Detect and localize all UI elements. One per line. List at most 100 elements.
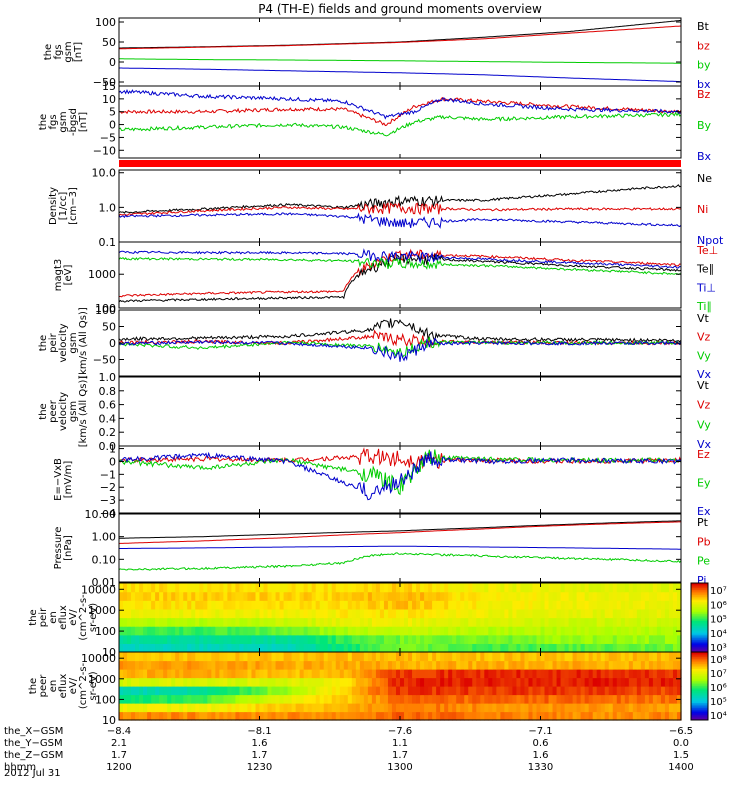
heatmap-cell	[303, 652, 309, 662]
heatmap-cell	[227, 591, 232, 601]
heatmap-cell	[608, 583, 614, 593]
heatmap-cell	[231, 583, 237, 593]
heatmap-cell	[147, 608, 152, 619]
heatmap-cell	[247, 660, 253, 670]
heatmap-cell	[628, 669, 634, 679]
heatmap-cell	[339, 660, 345, 670]
heatmap-cell	[243, 652, 249, 662]
heatmap-cell	[520, 694, 526, 704]
heatmap-cell	[656, 703, 662, 713]
heatmap-cell	[159, 626, 164, 636]
heatmap-cell	[343, 600, 349, 610]
heatmap-cell	[552, 686, 558, 696]
heatmap-cell	[175, 694, 180, 704]
heatmap-cell	[127, 652, 132, 662]
heatmap-cell	[420, 583, 425, 593]
heatmap-cell	[420, 677, 425, 687]
heatmap-cell	[163, 652, 168, 662]
heatmap-cell	[247, 617, 253, 627]
heatmap-cell	[155, 626, 160, 636]
y-tick-label: 10.00	[85, 508, 117, 521]
heatmap-cell	[596, 669, 602, 679]
heatmap-cell	[147, 660, 152, 670]
heatmap-cell	[480, 591, 485, 601]
heatmap-cell	[127, 583, 132, 593]
heatmap-cell	[283, 626, 289, 636]
heatmap-cell	[391, 677, 397, 687]
heatmap-cell	[135, 600, 140, 610]
heatmap-cell	[199, 703, 204, 713]
heatmap-cell	[604, 660, 610, 670]
heatmap-cell	[432, 643, 437, 653]
heatmap-cell	[143, 669, 148, 679]
heatmap-cell	[676, 652, 682, 662]
y-axis-label-line: the	[38, 403, 49, 419]
heatmap-cell	[448, 677, 453, 687]
heatmap-cell	[540, 711, 546, 721]
heatmap-cell	[452, 583, 457, 593]
heatmap-cell	[560, 617, 566, 627]
heatmap-cell	[303, 703, 309, 713]
y-axis-label-line: (cm^2-s-	[78, 594, 89, 641]
heatmap-cell	[668, 643, 674, 653]
heatmap-cell	[552, 608, 558, 619]
heatmap-cell	[267, 583, 273, 593]
heatmap-cell	[259, 591, 265, 601]
heatmap-cell	[552, 634, 558, 644]
heatmap-cell	[199, 643, 204, 653]
heatmap-cell	[363, 652, 369, 662]
heatmap-cell	[343, 703, 349, 713]
heatmap-cell	[191, 660, 196, 670]
heatmap-cell	[159, 652, 164, 662]
y-axis-label-line: the	[28, 678, 39, 694]
heatmap-cell	[327, 703, 333, 713]
heatmap-cell	[299, 660, 305, 670]
heatmap-cell	[243, 669, 249, 679]
heatmap-cell	[644, 652, 650, 662]
heatmap-cell	[476, 677, 481, 687]
heatmap-cell	[588, 591, 594, 601]
heatmap-cell	[123, 652, 128, 662]
y-tick-label: 15	[102, 80, 116, 93]
heatmap-cell	[540, 626, 546, 636]
y-axis-label-line: gsm	[68, 401, 79, 422]
heatmap-cell	[179, 711, 184, 721]
heatmap-cell	[452, 634, 457, 644]
heatmap-cell	[119, 600, 124, 610]
heatmap-cell	[351, 591, 357, 601]
heatmap-cell	[480, 634, 485, 644]
heatmap-cell	[564, 617, 570, 627]
heatmap-cell	[600, 686, 606, 696]
heatmap-cell	[436, 703, 441, 713]
heatmap-cell	[624, 652, 630, 662]
heatmap-cell	[299, 600, 305, 610]
heatmap-cell	[448, 711, 453, 721]
heatmap-cell	[528, 634, 534, 644]
heatmap-cell	[416, 626, 421, 636]
colorbar-step	[691, 645, 708, 648]
y-axis-label-line: E=−VxB	[53, 458, 64, 501]
heatmap-cell	[416, 591, 421, 601]
heatmap-cell	[460, 652, 465, 662]
heatmap-cell	[524, 626, 530, 636]
heatmap-cell	[468, 608, 473, 619]
heatmap-cell	[243, 600, 249, 610]
heatmap-cell	[371, 669, 377, 679]
heatmap-cell	[432, 669, 437, 679]
heatmap-cell	[283, 634, 289, 644]
heatmap-cell	[283, 677, 289, 687]
heatmap-cell	[584, 652, 590, 662]
heatmap-cell	[596, 694, 602, 704]
heatmap-cell	[484, 608, 489, 619]
heatmap-cell	[287, 591, 293, 601]
heatmap-cell	[311, 694, 317, 704]
heatmap-cell	[239, 617, 245, 627]
heatmap-cell	[564, 669, 570, 679]
heatmap-cell	[400, 703, 405, 713]
heatmap-cell	[163, 634, 168, 644]
heatmap-cell	[139, 686, 144, 696]
heatmap-cell	[420, 703, 425, 713]
heatmap-cell	[412, 634, 417, 644]
heatmap-cell	[143, 600, 148, 610]
